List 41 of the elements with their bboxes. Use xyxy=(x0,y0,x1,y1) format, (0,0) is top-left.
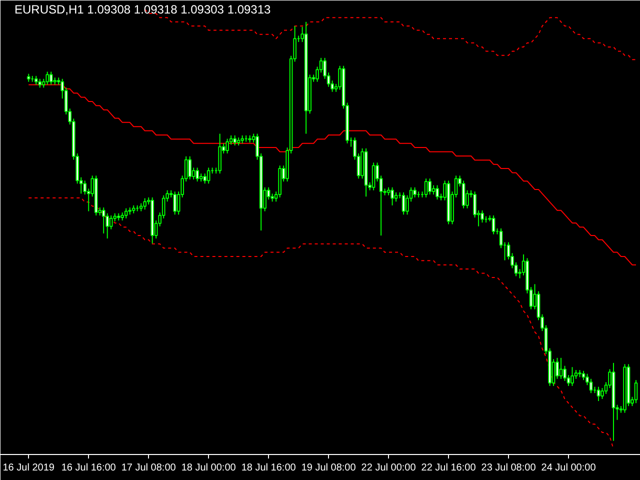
candlestick xyxy=(46,71,50,86)
candlestick xyxy=(559,357,563,380)
x-tick-label: 16 Jul 16:00 xyxy=(61,462,116,474)
candlestick xyxy=(589,378,593,394)
candlestick xyxy=(218,133,222,174)
x-tick-label: 18 Jul 00:00 xyxy=(181,462,236,474)
candlestick xyxy=(413,186,416,198)
candlestick xyxy=(206,167,210,184)
x-tick-label: 22 Jul 16:00 xyxy=(421,462,476,474)
candlestick xyxy=(188,156,192,180)
candlestick xyxy=(372,162,376,191)
candlestick xyxy=(424,178,428,198)
x-tick-label: 17 Jul 08:00 xyxy=(121,462,176,474)
x-tick-label: 23 Jul 08:00 xyxy=(481,462,536,474)
candlestick xyxy=(436,184,439,200)
candlestick xyxy=(49,71,53,86)
candlestick xyxy=(233,134,236,146)
candlestick xyxy=(432,184,436,195)
candlestick xyxy=(402,192,406,216)
chart-title: EURUSD,H1 1.09308 1.09318 1.09303 1.09313 xyxy=(14,2,272,16)
candlestick xyxy=(480,210,484,224)
candlestick xyxy=(226,138,229,154)
candlestick xyxy=(394,192,398,202)
x-tick-label: 22 Jul 00:00 xyxy=(361,462,416,474)
x-tick-label: 18 Jul 16:00 xyxy=(241,462,296,474)
candlestick xyxy=(596,386,600,402)
candlestick xyxy=(556,357,559,380)
x-tick-label: 19 Jul 08:00 xyxy=(301,462,356,474)
candlestick xyxy=(390,186,394,206)
candlestick xyxy=(499,228,503,249)
candlestick xyxy=(492,214,496,235)
candlestick xyxy=(570,366,574,386)
candlestick xyxy=(196,167,199,182)
x-tick-label: 24 Jul 00:00 xyxy=(541,462,596,474)
candlestick xyxy=(173,191,177,216)
candlestick xyxy=(428,178,432,195)
x-tick-label: 16 Jul 2019 xyxy=(2,462,55,474)
candlestick xyxy=(124,208,128,219)
candlestick xyxy=(109,214,113,230)
candlestick xyxy=(203,173,206,184)
candlestick xyxy=(143,198,147,210)
